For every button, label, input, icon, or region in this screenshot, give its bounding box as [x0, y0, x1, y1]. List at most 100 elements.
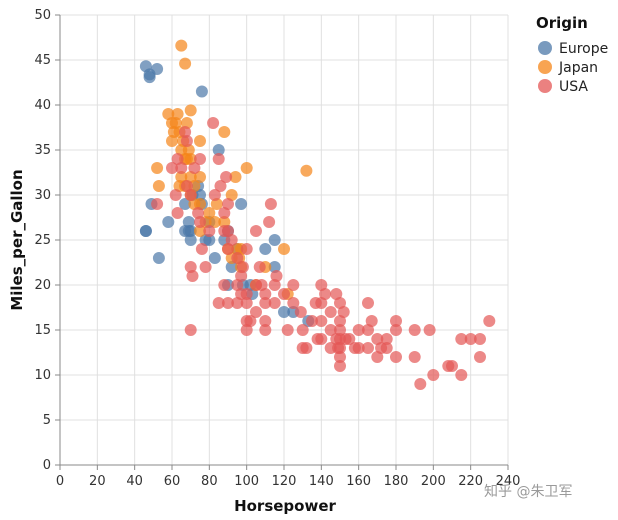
data-point — [474, 351, 486, 363]
data-point — [184, 189, 197, 201]
data-point — [179, 198, 192, 210]
data-point — [184, 171, 197, 183]
data-point — [474, 333, 486, 345]
data-point — [207, 117, 220, 129]
x-tick-label: 140 — [309, 474, 334, 489]
data-point — [300, 342, 313, 354]
data-point — [255, 279, 268, 291]
legend-title: Origin — [536, 14, 588, 32]
data-point — [362, 342, 374, 354]
y-tick-label: 35 — [34, 143, 51, 158]
data-point — [330, 288, 343, 300]
data-point — [171, 153, 184, 165]
data-point — [253, 261, 266, 273]
data-point — [222, 198, 234, 210]
data-point — [180, 117, 193, 129]
data-point — [225, 189, 238, 201]
legend-swatch — [538, 79, 552, 93]
x-tick-label: 20 — [89, 474, 106, 489]
data-point — [210, 198, 223, 210]
data-point — [218, 216, 231, 228]
data-point — [152, 180, 165, 192]
legend-swatch — [538, 60, 552, 74]
data-point — [352, 324, 365, 336]
x-tick-label: 240 — [496, 474, 521, 489]
data-point — [240, 288, 253, 300]
data-point — [259, 297, 272, 309]
data-point — [259, 324, 272, 336]
data-point — [180, 135, 193, 147]
data-point — [186, 270, 199, 282]
series-usa — [151, 117, 496, 390]
data-point — [194, 225, 206, 237]
data-point — [483, 315, 496, 327]
data-point — [427, 369, 440, 381]
x-tick-label: 80 — [201, 474, 218, 489]
data-point — [194, 189, 206, 201]
x-tick-label: 0 — [56, 474, 64, 489]
data-point — [222, 297, 234, 309]
data-point — [203, 225, 216, 237]
data-point — [315, 279, 328, 291]
legend: Origin Europe Japan USA — [536, 14, 608, 95]
x-tick-label: 160 — [346, 474, 371, 489]
y-tick-label: 0 — [43, 458, 51, 473]
y-tick-label: 15 — [34, 323, 51, 338]
data-point — [231, 279, 244, 291]
data-point — [324, 324, 337, 336]
data-point — [171, 207, 184, 219]
data-point — [151, 63, 164, 75]
data-point — [166, 135, 178, 147]
data-point — [334, 342, 346, 354]
data-point — [214, 180, 227, 192]
y-tick-label: 20 — [34, 278, 51, 293]
data-point — [390, 315, 402, 327]
data-point — [212, 144, 225, 156]
data-point — [264, 198, 277, 210]
legend-label: USA — [559, 79, 588, 95]
data-point — [334, 297, 346, 309]
y-tick-label: 50 — [34, 8, 51, 23]
data-point — [194, 216, 206, 228]
data-point — [199, 261, 212, 273]
data-point — [306, 315, 318, 327]
grid — [59, 14, 509, 466]
data-point — [218, 279, 231, 291]
data-point — [231, 297, 244, 309]
data-point — [166, 162, 178, 174]
x-axis-title: Horsepower — [234, 497, 336, 515]
data-point — [184, 153, 197, 165]
data-point — [446, 360, 458, 372]
data-point — [259, 243, 272, 255]
data-point — [162, 108, 175, 120]
data-point — [334, 351, 346, 363]
y-tick-label: 25 — [34, 233, 51, 248]
y-tick-label: 45 — [34, 53, 51, 68]
data-point — [225, 234, 238, 246]
data-point — [175, 39, 188, 52]
data-point — [162, 216, 175, 228]
data-point — [182, 225, 195, 237]
data-point — [152, 252, 165, 264]
data-point — [208, 189, 221, 201]
data-point — [268, 234, 281, 246]
data-point — [175, 171, 188, 183]
data-point — [184, 324, 197, 336]
data-point — [390, 324, 402, 336]
data-point — [315, 297, 328, 309]
data-point — [319, 288, 332, 300]
data-point — [268, 261, 281, 273]
data-point — [315, 315, 328, 327]
data-point — [365, 315, 378, 327]
data-point — [362, 297, 374, 309]
data-point — [235, 270, 248, 282]
data-point — [218, 207, 231, 219]
legend-label: Japan — [558, 60, 598, 76]
data-point — [455, 333, 468, 345]
data-point — [362, 324, 374, 336]
data-point — [334, 324, 346, 336]
data-point — [240, 297, 253, 309]
watermark-text: 知乎 @朱卫军 — [484, 483, 572, 500]
data-point — [380, 342, 393, 354]
data-point — [250, 306, 262, 318]
